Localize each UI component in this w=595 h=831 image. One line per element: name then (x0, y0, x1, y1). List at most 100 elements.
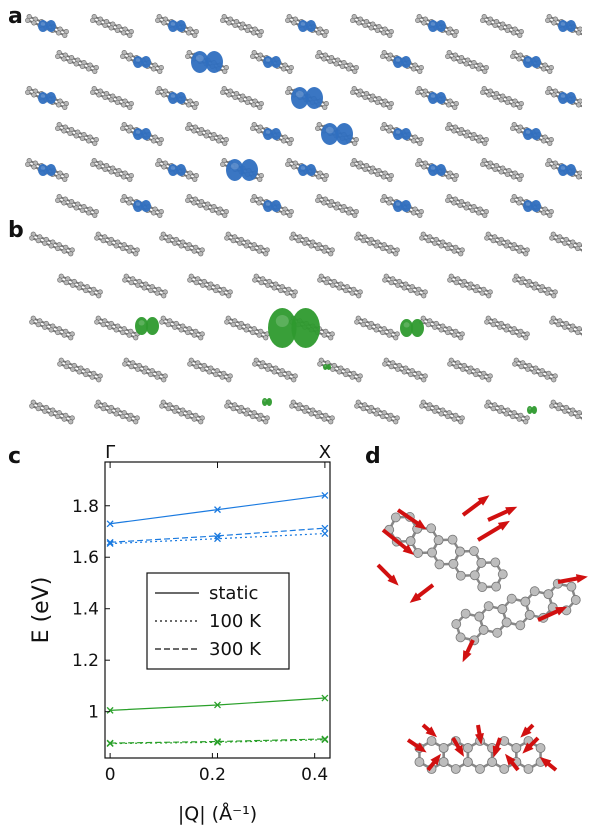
y-tick-label: 1 (88, 703, 99, 723)
data-point (106, 540, 114, 548)
molecule (549, 315, 582, 339)
displacement-arrow (462, 639, 475, 663)
molecule (159, 231, 205, 257)
y-axis-label: E (eV) (29, 577, 54, 644)
molecule (90, 158, 134, 182)
data-point (214, 535, 221, 543)
molecule (350, 14, 394, 38)
acene-molecule-top (384, 511, 508, 593)
molecule (94, 315, 140, 341)
data-point (321, 694, 329, 702)
isosurface-small (168, 164, 186, 176)
data-point (321, 492, 329, 499)
y-tick-label: 1.4 (72, 600, 99, 620)
molecule (512, 273, 558, 299)
panel-d-phonon-mode-image (376, 495, 588, 774)
molecule (382, 357, 428, 383)
data-point (106, 739, 114, 747)
isosurface-small (558, 20, 576, 32)
molecule (185, 194, 229, 218)
molecule (382, 273, 428, 299)
y-tick-label: 1.8 (72, 497, 99, 517)
isosurface-small (428, 20, 446, 32)
molecule (350, 158, 394, 182)
isosurface-small (428, 164, 446, 176)
molecule (94, 231, 140, 257)
displacement-arrow (461, 495, 490, 517)
isosurface-small (393, 200, 411, 212)
molecule (252, 357, 298, 383)
molecule (484, 399, 530, 425)
molecule (315, 50, 359, 74)
legend-label: 100 K (209, 611, 262, 632)
isosurface-large (291, 87, 324, 109)
data-point (321, 530, 329, 538)
molecule (224, 231, 270, 257)
molecule (55, 194, 99, 218)
molecule (187, 357, 233, 383)
isosurface-small (133, 56, 151, 68)
x-tick-label: 0.2 (199, 765, 226, 785)
molecule (57, 273, 103, 299)
data-point (106, 520, 114, 528)
isosurface-medium (400, 319, 424, 337)
top-tick-label: Γ (105, 442, 115, 463)
displacement-arrow (376, 563, 399, 586)
molecule (29, 315, 75, 341)
isosurface-large (321, 123, 354, 145)
panel-label-c: c (8, 444, 22, 469)
molecule (29, 231, 75, 257)
isosurface-small (38, 164, 56, 176)
isosurface-large (191, 51, 223, 73)
panel-label-b: b (8, 218, 24, 243)
molecule (317, 273, 363, 299)
isosurface-small (168, 92, 186, 104)
molecule (549, 399, 582, 423)
molecule (354, 315, 400, 341)
displacement-arrow (396, 508, 427, 530)
molecule (549, 231, 582, 255)
molecule (419, 315, 465, 341)
molecule (419, 231, 465, 257)
molecule (90, 14, 134, 38)
isosurface-small (523, 56, 541, 68)
molecule (55, 50, 99, 74)
isosurface-small (523, 200, 541, 212)
molecule (447, 273, 493, 299)
isosurface-small (133, 128, 151, 140)
molecule (480, 86, 524, 110)
molecule (447, 357, 493, 383)
molecule (315, 194, 359, 218)
molecule (122, 273, 168, 299)
displacement-arrow (406, 738, 427, 753)
x-axis-label: |Q| (Å⁻¹) (178, 802, 257, 825)
molecule (445, 50, 489, 74)
displacement-arrow (557, 574, 588, 584)
isosurface-small (38, 92, 56, 104)
series-line-green-dotted (110, 739, 325, 745)
molecule (350, 86, 394, 110)
data-point (106, 538, 114, 546)
molecule (224, 399, 270, 425)
y-tick-label: 1.6 (72, 548, 99, 568)
isosurface-small (428, 92, 446, 104)
data-point (321, 735, 329, 743)
displacement-arrow (522, 736, 540, 754)
molecule (224, 315, 270, 341)
data-point (106, 706, 114, 714)
data-point (214, 506, 221, 514)
molecule (480, 158, 524, 182)
isosurface-small (527, 406, 537, 414)
displacement-arrow (474, 724, 484, 745)
molecule (512, 357, 558, 383)
isosurface-large (226, 159, 258, 181)
panel-b-crystal-image (29, 231, 582, 425)
molecule (57, 357, 103, 383)
molecule (29, 399, 75, 425)
molecule (317, 357, 363, 383)
displacement-arrow (487, 506, 518, 522)
molecule (55, 122, 99, 146)
molecule (90, 86, 134, 110)
molecule (220, 86, 264, 110)
molecule (354, 399, 400, 425)
